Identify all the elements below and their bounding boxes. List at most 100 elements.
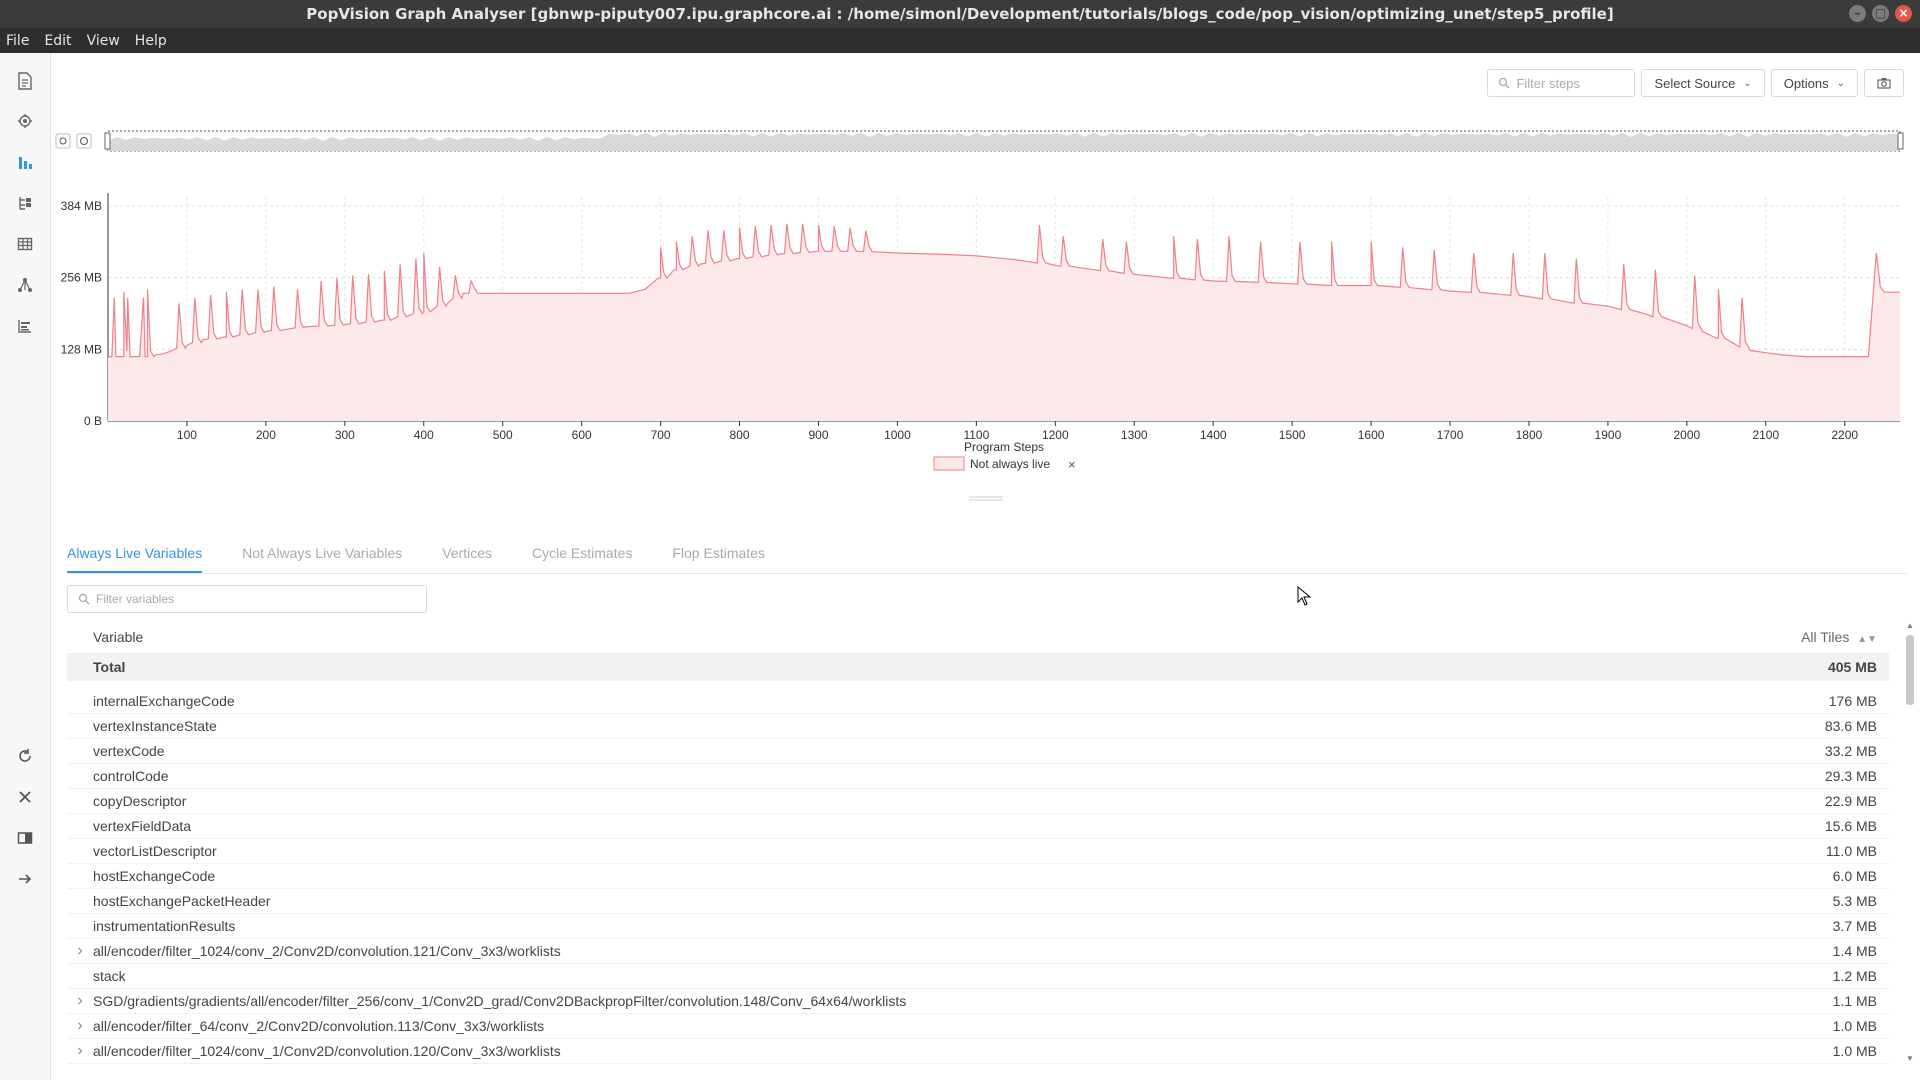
x-tick-label: 1700: [1437, 428, 1464, 442]
column-header-all-tiles[interactable]: All Tiles ▲▼: [1717, 629, 1889, 645]
table-row[interactable]: › all/encoder/filter_64/conv_2/Conv2D/con…: [67, 1014, 1889, 1039]
x-tick-label: 2000: [1674, 428, 1701, 442]
chevron-right-icon[interactable]: ›: [77, 992, 83, 1009]
x-tick-label: 2100: [1752, 428, 1779, 442]
chevron-right-icon[interactable]: ›: [77, 1042, 83, 1059]
select-source-label: Select Source: [1654, 75, 1736, 91]
x-tick-label: 1400: [1200, 428, 1227, 442]
table-row[interactable]: › all/encoder/filter_1024/conv_2/Conv2D/c…: [67, 939, 1889, 964]
tab-cycle-estimates[interactable]: Cycle Estimates: [532, 545, 633, 561]
row-name: Total: [93, 659, 126, 675]
scroll-down-icon[interactable]: ▼: [1906, 1054, 1914, 1063]
x-tick-label: 1000: [884, 428, 911, 442]
program-tree-icon[interactable]: [15, 193, 35, 213]
table-row[interactable]: vertexCode 33.2 MB: [67, 739, 1889, 764]
close-icon[interactable]: [15, 787, 35, 807]
menu-file[interactable]: File: [6, 32, 30, 49]
menu-help[interactable]: Help: [134, 32, 167, 49]
maximize-button[interactable]: □: [1872, 5, 1889, 22]
compare-icon[interactable]: [15, 828, 35, 848]
expand-icon[interactable]: [15, 869, 35, 889]
table-row[interactable]: vectorListDescriptor 11.0 MB: [67, 839, 1889, 864]
x-tick-label: 1600: [1358, 428, 1385, 442]
select-source-dropdown[interactable]: Select Source ⌄: [1641, 69, 1765, 97]
table-row[interactable]: internalExchangeCode 176 MB: [67, 689, 1889, 714]
table-row[interactable]: vertexFieldData 15.6 MB: [67, 814, 1889, 839]
summary-icon[interactable]: [15, 71, 35, 91]
row-value: 5.3 MB: [1832, 893, 1877, 909]
liveness-chart[interactable]: 0 B 128 MB 256 MB 384 MB 100 200 300 400 500 600 7…: [51, 125, 1920, 545]
legend-label: Not always live: [970, 457, 1050, 471]
table-row[interactable]: vertexInstanceState 83.6 MB: [67, 714, 1889, 739]
row-name: vertexFieldData: [93, 818, 192, 834]
minimize-button[interactable]: –: [1849, 5, 1866, 22]
legend-remove-icon[interactable]: ×: [1068, 457, 1076, 472]
x-tick-label: 800: [730, 428, 750, 442]
row-value: 1.2 MB: [1832, 968, 1877, 984]
x-tick-label: 1500: [1279, 428, 1306, 442]
column-header-variable[interactable]: Variable: [93, 629, 144, 645]
execution-trace-icon[interactable]: [15, 316, 35, 336]
filter-variables-input[interactable]: Filter variables: [67, 585, 427, 613]
chevron-down-icon: ⌄: [1743, 77, 1752, 89]
sidebar: [0, 53, 51, 1080]
tab-not-always-live-variables[interactable]: Not Always Live Variables: [242, 545, 403, 561]
row-name: SGD/gradients/gradients/all/encoder/filt…: [93, 993, 907, 1009]
filter-steps-placeholder: Filter steps: [1516, 75, 1581, 91]
row-value: 6.0 MB: [1832, 868, 1877, 884]
row-value: 11.0 MB: [1825, 843, 1877, 859]
close-window-button[interactable]: ×: [1895, 5, 1912, 22]
table-row[interactable]: copyDescriptor 22.9 MB: [67, 789, 1889, 814]
sort-icon: ▲▼: [1857, 634, 1877, 645]
filter-steps-input[interactable]: Filter steps: [1487, 69, 1636, 97]
table-scrollbar[interactable]: ▲ ▼: [1904, 621, 1916, 1063]
search-icon: [1499, 77, 1510, 89]
row-name: vectorListDescriptor: [93, 843, 217, 859]
scroll-up-icon[interactable]: ▲: [1906, 621, 1914, 630]
detail-tabs: Always Live Variables Not Always Live Va…: [67, 541, 1907, 574]
reload-icon[interactable]: [15, 746, 35, 766]
execution-table-icon[interactable]: [15, 234, 35, 254]
zoom-reset-button: [76, 133, 92, 149]
tab-flop-estimates[interactable]: Flop Estimates: [672, 545, 765, 561]
table-header: Variable All Tiles ▲▼: [67, 621, 1889, 654]
row-value: 83.6 MB: [1824, 718, 1877, 734]
graph-icon[interactable]: [15, 275, 35, 295]
tab-always-live-variables[interactable]: Always Live Variables: [67, 541, 203, 573]
variables-table: Variable All Tiles ▲▼ Total 405 MB inter…: [67, 621, 1889, 1080]
table-row[interactable]: hostExchangeCode 6.0 MB: [67, 864, 1889, 889]
table-row[interactable]: › all/encoder/filter_1024/conv_1/Conv2D/c…: [67, 1039, 1889, 1064]
refresh-icon: [80, 137, 88, 145]
liveness-chart-svg[interactable]: 0 B 128 MB 256 MB 384 MB 100 200 300 400 500 600 7…: [51, 125, 1920, 545]
scrollbar-thumb[interactable]: [1906, 635, 1914, 705]
tab-vertices[interactable]: Vertices: [442, 545, 492, 561]
x-tick-label: 1900: [1595, 428, 1622, 442]
table-row-total[interactable]: Total 405 MB: [67, 654, 1889, 681]
options-dropdown[interactable]: Options ⌄: [1770, 69, 1858, 97]
row-value: 29.3 MB: [1824, 768, 1877, 784]
table-row[interactable]: hostExchangePacketHeader 5.3 MB: [67, 889, 1889, 914]
memory-icon[interactable]: [15, 111, 35, 131]
row-value: 176 MB: [1828, 693, 1877, 709]
chevron-down-icon: ⌄: [1836, 77, 1845, 89]
table-row[interactable]: instrumentationResults 3.7 MB: [67, 914, 1889, 939]
chevron-right-icon[interactable]: ›: [77, 1017, 83, 1034]
table-row[interactable]: controlCode 29.3 MB: [67, 764, 1889, 789]
window-controls: – □ ×: [1849, 5, 1912, 22]
table-row[interactable]: stack 1.2 MB: [67, 964, 1889, 989]
menu-edit[interactable]: Edit: [44, 32, 72, 49]
chevron-right-icon[interactable]: ›: [77, 942, 83, 959]
liveness-chart-icon[interactable]: [15, 152, 35, 172]
x-tick-label: 1200: [1042, 428, 1069, 442]
search-icon: [78, 593, 90, 605]
screenshot-button[interactable]: [1864, 69, 1904, 97]
x-tick-label: 500: [493, 428, 513, 442]
row-value: 15.6 MB: [1824, 818, 1877, 834]
x-tick-label: 400: [414, 428, 434, 442]
row-name: all/encoder/filter_64/conv_2/Conv2D/conv…: [93, 1018, 545, 1034]
menu-view[interactable]: View: [86, 32, 120, 49]
window-title: PopVision Graph Analyser [gbnwp-piputy00…: [306, 5, 1614, 23]
table-row[interactable]: › SGD/gradients/gradients/all/encoder/fil…: [67, 989, 1889, 1014]
overview-area: [108, 133, 1900, 151]
x-tick-label: 1300: [1121, 428, 1148, 442]
